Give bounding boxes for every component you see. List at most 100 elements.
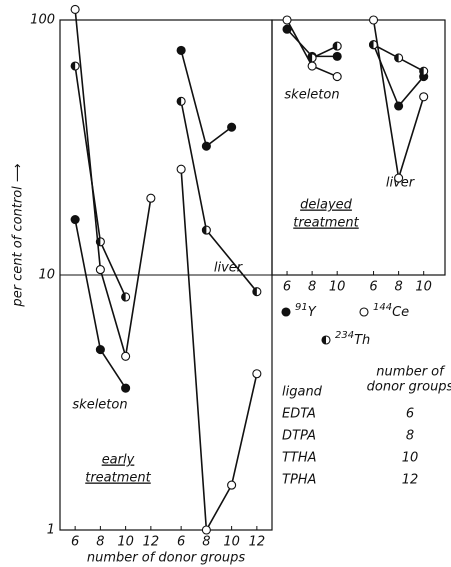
marker-half — [121, 292, 126, 301]
x-tick-label: 10 — [329, 280, 346, 295]
annotation: delayed — [300, 198, 353, 213]
marker-outline — [307, 61, 317, 71]
marker-outline — [201, 525, 211, 535]
y-axis-label: per cent of control ⟶ — [11, 163, 26, 307]
marker-outline — [176, 164, 186, 174]
marker-filled — [282, 24, 292, 34]
annotation: early — [102, 453, 135, 468]
marker-open — [146, 193, 156, 203]
marker-open — [368, 15, 379, 25]
table-cell: 10 — [402, 451, 419, 466]
marker-half — [121, 292, 131, 302]
y-tick-label: 1 — [47, 523, 55, 538]
y-tick-label: 100 — [30, 13, 55, 28]
table-cell: 6 — [406, 407, 414, 422]
marker-outline — [359, 307, 369, 317]
marker-half — [201, 225, 211, 235]
marker-open — [70, 4, 80, 14]
x-tick-label: 6 — [177, 535, 185, 550]
table-header: ligand — [282, 385, 323, 400]
marker-half — [369, 40, 374, 49]
table-header: number of — [376, 365, 446, 380]
marker-half — [176, 96, 186, 106]
series-line — [372, 19, 425, 179]
marker-open — [252, 369, 262, 379]
x-tick-label: 10 — [117, 535, 134, 550]
marker-outline — [394, 101, 404, 111]
x-tick-label: 8 — [202, 535, 210, 550]
table-cell: TPHA — [282, 473, 316, 488]
marker-half — [322, 336, 326, 344]
marker-open — [121, 351, 131, 361]
marker-open — [419, 92, 429, 102]
marker-open — [95, 265, 105, 275]
x-tick-label: 8 — [394, 280, 402, 295]
annotation: treatment — [85, 471, 151, 486]
group-label: skeleton — [284, 88, 339, 103]
x-tick-label: 10 — [415, 280, 432, 295]
marker-filled — [70, 214, 80, 225]
marker-half — [419, 66, 429, 76]
x-tick-label: 8 — [308, 280, 316, 295]
marker-outline — [281, 307, 291, 317]
marker-half — [333, 42, 338, 51]
marker-half — [332, 41, 342, 51]
marker-outline — [201, 141, 211, 151]
x-tick-label: 6 — [283, 280, 291, 295]
legend-symbol: Ce — [392, 305, 409, 320]
group-label: liver — [386, 176, 416, 191]
x-tick-label: 6 — [71, 535, 79, 550]
marker-outline — [70, 4, 80, 14]
panel-frame — [271, 19, 446, 276]
marker-open — [227, 480, 237, 490]
marker-filled — [201, 141, 211, 151]
legend-symbol: Y — [308, 305, 317, 320]
marker-half — [321, 335, 331, 345]
marker-outline — [419, 92, 429, 102]
group-label: liver — [214, 261, 244, 276]
marker-open — [176, 164, 186, 174]
marker-outline — [176, 45, 186, 55]
table-cell: TTHA — [282, 451, 317, 466]
legend-label: 91Y — [295, 302, 317, 320]
marker-half — [202, 226, 207, 235]
marker-half — [394, 53, 399, 62]
marker-half — [252, 287, 262, 297]
legend-label: 234Th — [335, 330, 370, 348]
marker-outline — [121, 351, 131, 361]
marker-filled — [332, 51, 342, 61]
marker-filled — [394, 101, 404, 111]
marker-outline — [146, 193, 156, 203]
legend-mass: 91 — [295, 302, 308, 313]
legend-symbol: Th — [354, 333, 370, 348]
legend-mass: 234 — [335, 330, 354, 341]
series-line — [180, 50, 233, 148]
marker-half — [419, 67, 424, 76]
marker-outline — [368, 15, 379, 25]
marker-outline — [227, 122, 237, 132]
marker-filled — [121, 383, 131, 393]
series-line — [74, 9, 152, 357]
marker-outline — [282, 24, 292, 34]
marker-half — [71, 62, 76, 71]
marker-half — [177, 97, 182, 106]
x-tick-label: 12 — [249, 535, 266, 550]
marker-filled — [281, 307, 291, 317]
y-tick-label: 10 — [38, 268, 55, 283]
x-tick-label: 8 — [96, 535, 104, 550]
series-line — [311, 45, 338, 59]
x-tick-label: 10 — [223, 535, 240, 550]
marker-outline — [332, 51, 342, 61]
table-cell: 12 — [402, 473, 419, 488]
marker-open — [332, 72, 342, 82]
marker-outline — [121, 383, 131, 393]
marker-outline — [70, 214, 80, 225]
marker-outline — [394, 173, 404, 183]
marker-half — [368, 40, 379, 50]
marker-outline — [95, 265, 105, 275]
marker-open — [359, 307, 369, 317]
marker-open — [282, 15, 292, 25]
marker-half — [95, 237, 105, 247]
marker-outline — [282, 15, 292, 25]
